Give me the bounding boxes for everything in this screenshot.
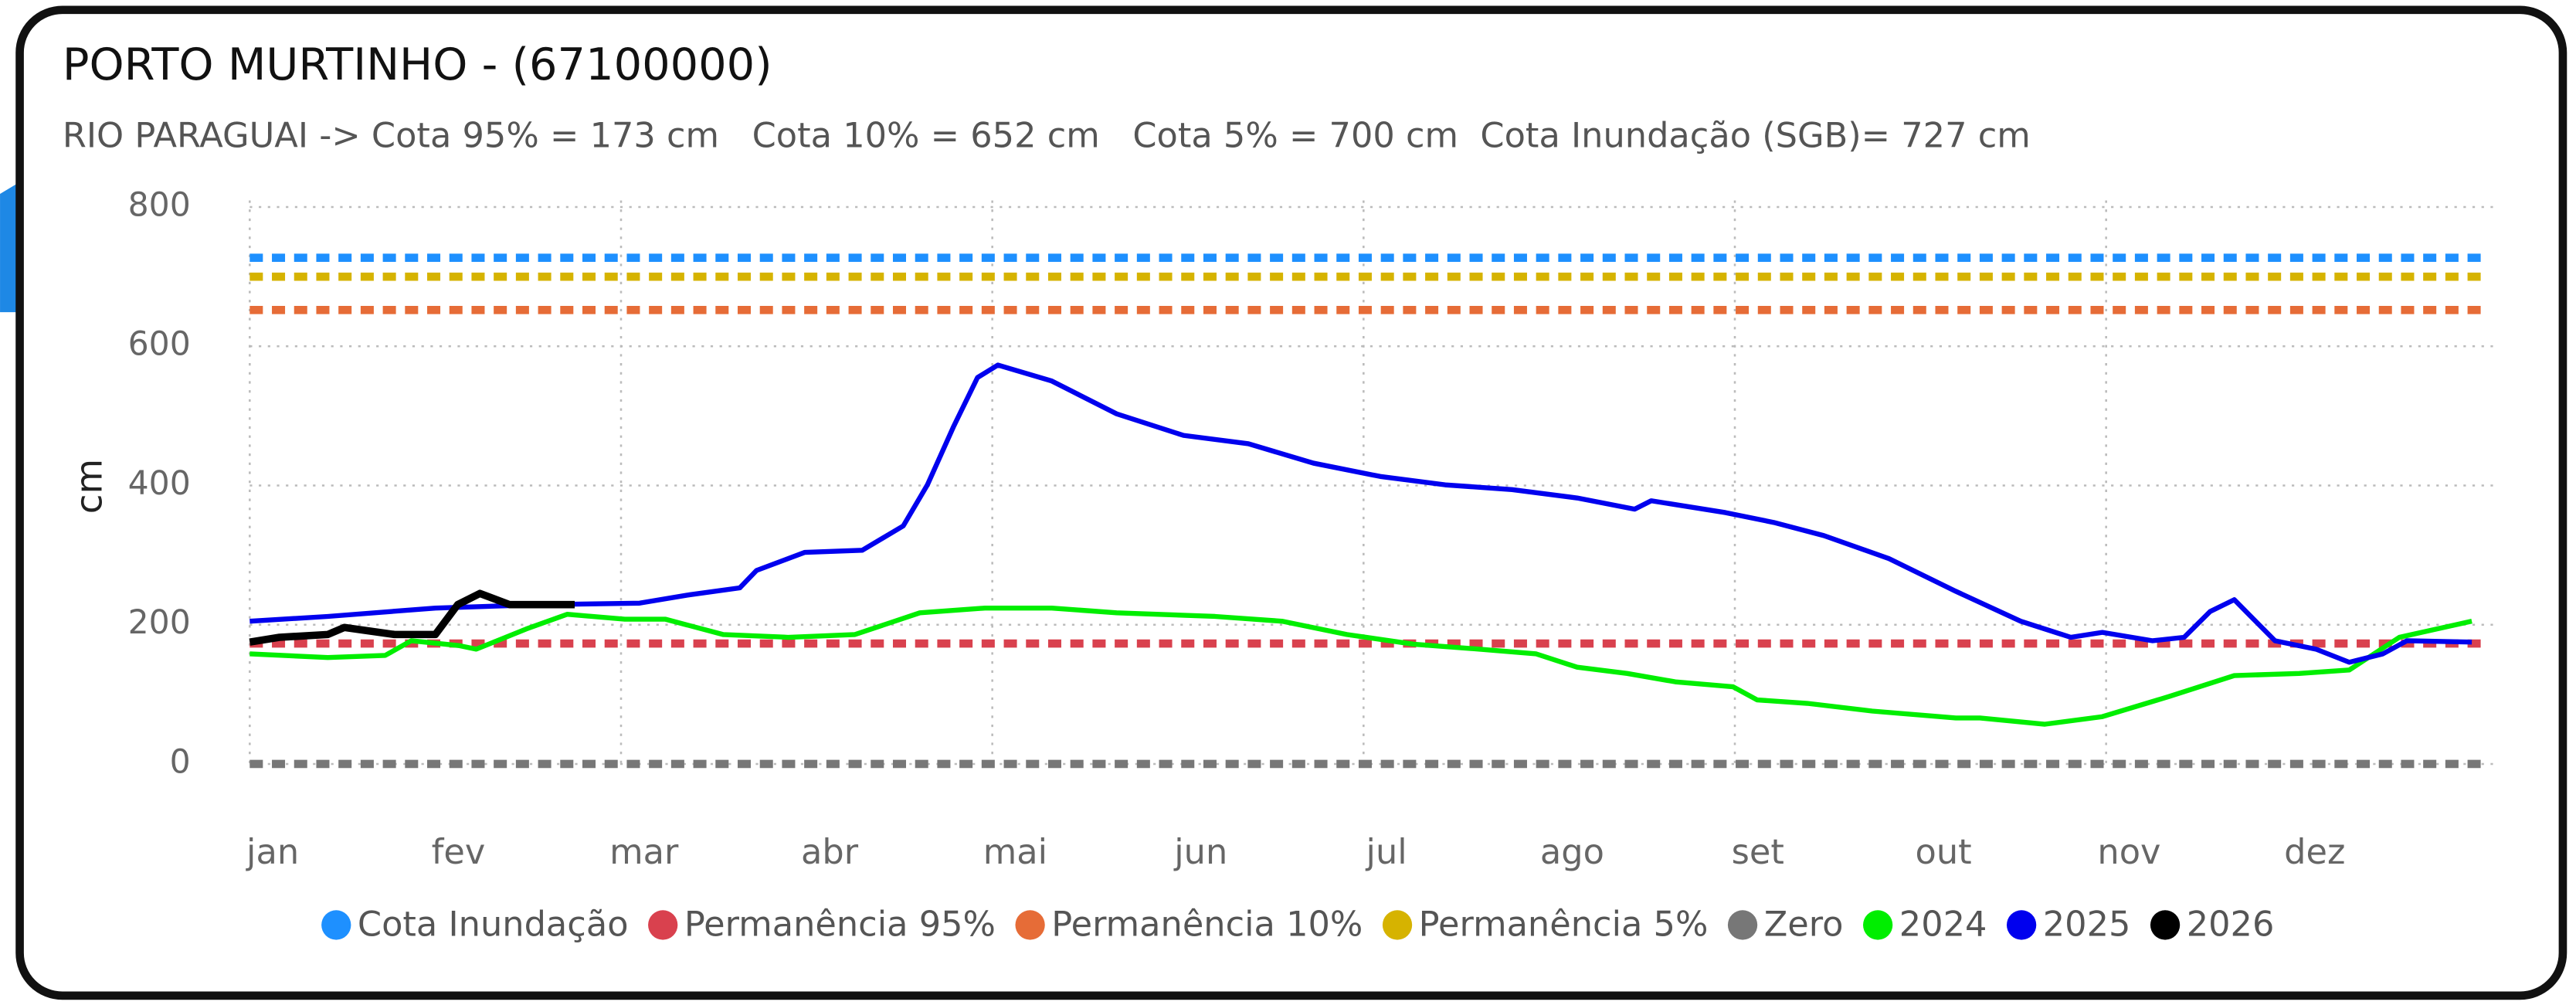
legend-marker bbox=[2006, 910, 2037, 940]
x-tick-label: ago bbox=[1540, 832, 1604, 872]
legend-marker bbox=[1863, 910, 1893, 940]
legend-marker bbox=[648, 910, 678, 940]
x-tick-label: mar bbox=[609, 832, 679, 872]
legend-label: 2026 bbox=[2187, 905, 2275, 945]
side-tab bbox=[0, 184, 17, 313]
legend-label: 2024 bbox=[1899, 905, 1987, 945]
legend-marker bbox=[321, 910, 351, 940]
x-tick-label: jan bbox=[246, 832, 299, 872]
legend-marker bbox=[1727, 910, 1758, 940]
y-tick-label: 400 bbox=[128, 465, 191, 503]
legend-marker bbox=[2150, 910, 2181, 940]
x-tick-label: jun bbox=[1173, 832, 1227, 872]
series-line bbox=[249, 362, 2472, 665]
legend-label: Permanência 95% bbox=[684, 905, 996, 945]
x-tick-label: out bbox=[1916, 832, 1972, 872]
legend-label: Permanência 5% bbox=[1419, 905, 1709, 945]
x-tick-label: abr bbox=[801, 832, 859, 872]
legend-marker bbox=[1015, 910, 1045, 940]
series-line bbox=[249, 589, 575, 646]
y-tick-label: 800 bbox=[128, 186, 191, 224]
x-tick-label: nov bbox=[2097, 832, 2160, 872]
series-line bbox=[249, 605, 2472, 727]
y-tick-label: 0 bbox=[170, 743, 191, 781]
x-tick-label: dez bbox=[2284, 832, 2345, 872]
chart-title: PORTO MURTINHO - (67100000) bbox=[63, 39, 772, 90]
x-tick-label: jul bbox=[1366, 832, 1407, 872]
legend-label: 2025 bbox=[2043, 905, 2131, 945]
chart-subtitle: RIO PARAGUAI -> Cota 95% = 173 cm Cota 1… bbox=[63, 116, 2031, 156]
legend-label: Cota Inundação bbox=[358, 905, 629, 945]
x-tick-label: mai bbox=[983, 832, 1047, 872]
legend-label: Zero bbox=[1764, 905, 1844, 945]
x-tick-label: fev bbox=[432, 832, 486, 872]
x-tick-label: set bbox=[1732, 832, 1784, 872]
y-tick-label: 200 bbox=[128, 604, 191, 642]
legend-label: Permanência 10% bbox=[1051, 905, 1363, 945]
legend-marker bbox=[1382, 910, 1413, 940]
y-tick-label: 600 bbox=[128, 326, 191, 364]
y-axis-label: cm bbox=[70, 459, 111, 514]
card-border bbox=[15, 5, 2568, 1000]
